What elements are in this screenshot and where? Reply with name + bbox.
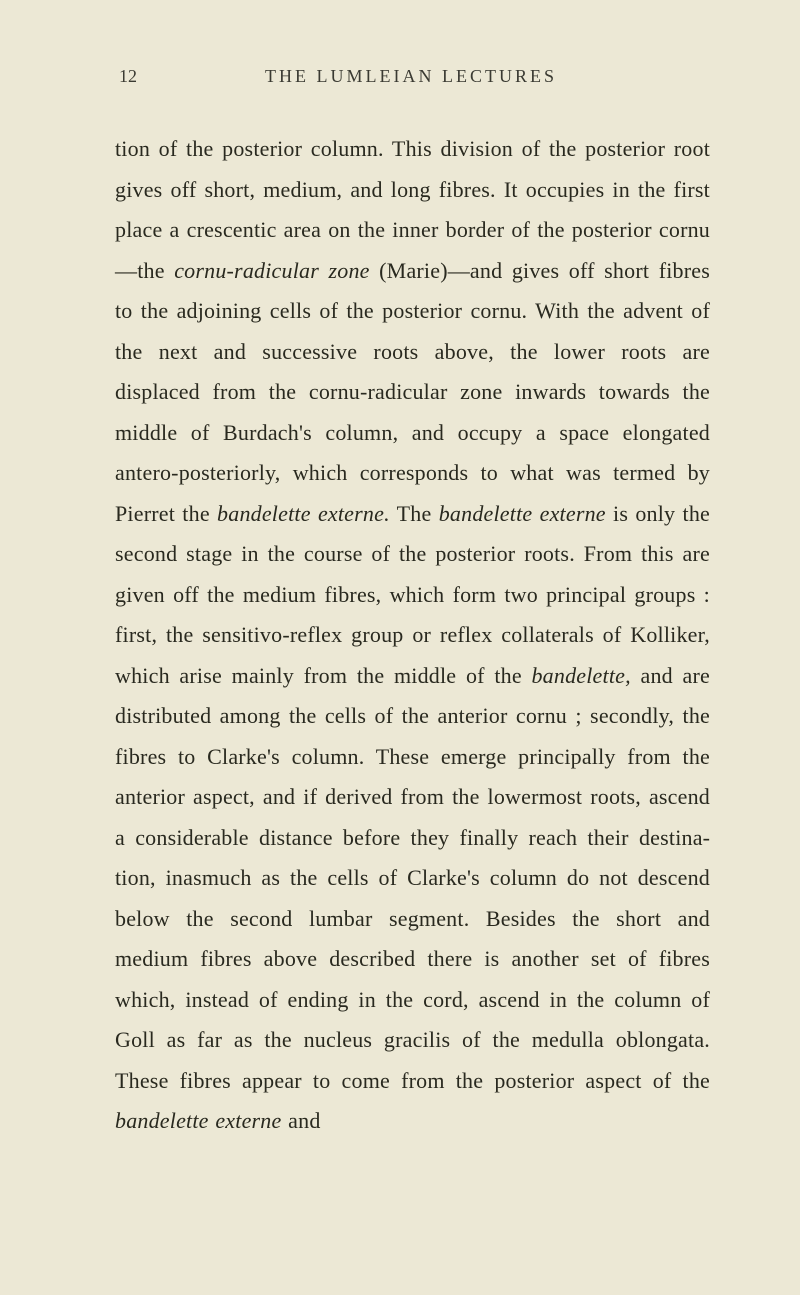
italic-term-bandelette-2: bandelette externe <box>439 501 606 526</box>
header-row: 12 THE LUMLEIAN LECTURES <box>115 66 710 87</box>
italic-term-cornu-radicular: cornu-radicular zone <box>174 258 369 283</box>
running-header: THE LUMLEIAN LECTURES <box>167 66 655 87</box>
italic-term-bandelette-1: bandelette externe. <box>217 501 390 526</box>
body-text-run: The <box>390 501 439 526</box>
body-text-run: and <box>281 1108 320 1133</box>
body-text-run: (Marie)—and gives off short fibres to th… <box>115 258 710 526</box>
italic-term-bandelette-4: bandelette externe <box>115 1108 281 1133</box>
body-text-run: and are distributed among the cells of t… <box>115 663 710 1093</box>
body-paragraph: tion of the posterior column. This divis… <box>115 129 710 1142</box>
body-text-run: is only the second stage in the course o… <box>115 501 710 688</box>
page-container: 12 THE LUMLEIAN LECTURES tion of the pos… <box>0 0 800 1295</box>
page-number: 12 <box>119 66 137 87</box>
italic-term-bandelette-3: bandelette, <box>531 663 630 688</box>
